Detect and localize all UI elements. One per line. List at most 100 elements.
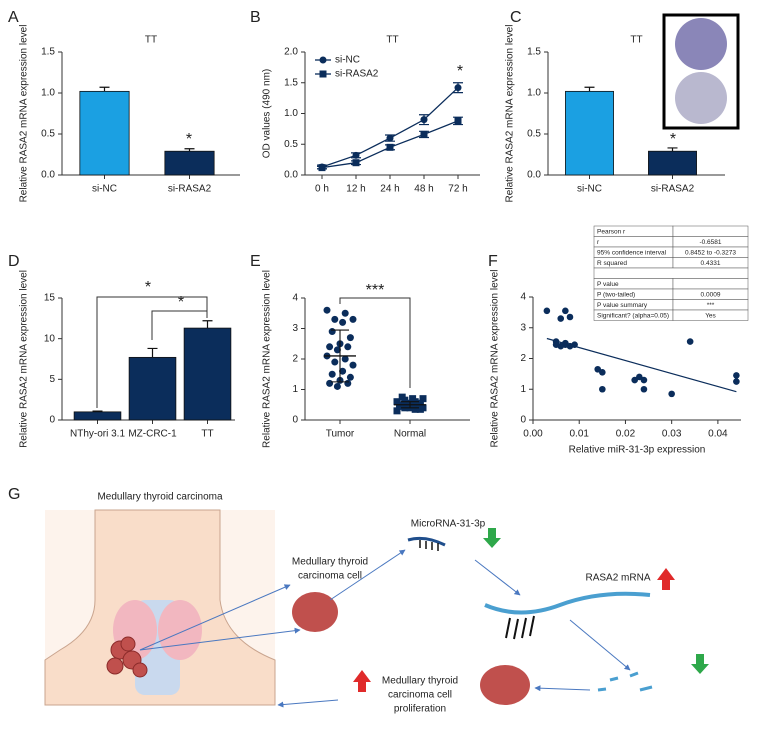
inset-photo [662, 13, 740, 130]
point [323, 306, 331, 314]
y-tick-label: 1.0 [527, 88, 541, 99]
point [398, 393, 406, 401]
table-text: Significant? (alpha=0.05) [597, 312, 669, 319]
y-tick-label: 0.0 [527, 170, 541, 181]
point [344, 343, 352, 351]
point [341, 355, 349, 363]
legend-marker [319, 70, 327, 78]
panel-label: D [8, 253, 20, 270]
tumor [106, 636, 148, 678]
y-tick-label: 1 [292, 384, 298, 395]
bound-mirna [505, 615, 535, 640]
point [352, 151, 360, 159]
annotation: * [670, 131, 676, 148]
table-cell [593, 236, 674, 248]
point [640, 376, 648, 384]
bar [565, 90, 614, 176]
panel-label: C [510, 9, 522, 26]
x-tick-label: si-RASA2 [651, 184, 695, 195]
point [396, 402, 404, 410]
point [341, 309, 349, 317]
table-text: P (two-tailed) [597, 291, 635, 298]
bar [648, 150, 697, 176]
error-bar [99, 86, 110, 92]
y-tick-label: 0.5 [41, 129, 55, 140]
thyroid-right [158, 600, 202, 660]
y-tick-label: 0 [49, 415, 55, 426]
y-tick-label: 1.5 [41, 47, 55, 58]
chart-title: TT [145, 35, 157, 46]
x-tick-label: si-NC [92, 184, 117, 195]
x-axis-label: Relative miR-31-3p expression [569, 445, 706, 456]
x-tick-label: 0.02 [616, 429, 636, 440]
y-tick-label: 3 [292, 323, 298, 334]
y-axis-label: OD values (490 nm) [262, 69, 273, 158]
cell-label: Medullary thyroid [292, 557, 368, 568]
mirna [407, 536, 446, 547]
point [333, 382, 341, 390]
y-tick-label: 1.0 [284, 108, 298, 119]
point [557, 315, 565, 322]
table-text: Yes [705, 312, 716, 319]
table-text: 0.8452 to -0.3273 [685, 249, 736, 256]
x-tick-label: 24 h [380, 184, 399, 195]
y-tick-label: 4 [520, 292, 526, 303]
point [339, 318, 347, 326]
point [416, 405, 424, 413]
error-bar [667, 147, 678, 152]
mrna-label: RASA2 mRNA [585, 573, 650, 584]
point [733, 372, 740, 379]
bar [164, 150, 215, 176]
x-tick-label: 12 h [346, 184, 365, 195]
point [386, 134, 394, 142]
annotation: * [186, 131, 192, 148]
table-text: R squared [597, 260, 627, 267]
cell [480, 665, 530, 705]
y-tick-label: 10 [44, 333, 56, 344]
point [331, 315, 339, 323]
point [733, 378, 740, 385]
mirna-bases [419, 540, 439, 551]
y-tick-label: 0 [520, 415, 526, 426]
x-tick-label: 0.01 [569, 429, 589, 440]
point [352, 159, 360, 167]
point [326, 343, 334, 351]
up-arrow [657, 568, 675, 590]
bar [183, 327, 232, 421]
line [321, 87, 459, 168]
x-tick-label: si-RASA2 [168, 184, 212, 195]
panel-label: G [8, 486, 20, 503]
fit-line [546, 337, 737, 393]
y-tick-label: 0.0 [284, 170, 298, 181]
sd-bar [401, 401, 419, 409]
y-tick-label: 4 [292, 293, 298, 304]
chart-title: TT [386, 35, 398, 46]
x-tick-label: 48 h [414, 184, 433, 195]
table-cell [672, 225, 749, 237]
panel-label: A [8, 9, 19, 26]
y-axis-label: Relative RASA2 mRNA expression level [490, 270, 501, 448]
mrna-fragments [597, 671, 653, 692]
point [454, 84, 462, 92]
point [668, 390, 675, 398]
annotation: * [178, 294, 184, 311]
point [393, 398, 401, 406]
legend-label: si-RASA2 [335, 69, 379, 80]
point [420, 116, 428, 124]
down-arrow [483, 528, 501, 548]
point [318, 164, 326, 172]
cell-label: carcinoma cell [298, 571, 362, 582]
table-cell [672, 278, 749, 290]
chart-title: TT [630, 35, 642, 46]
point [420, 130, 428, 138]
cell [292, 592, 338, 632]
y-tick-label: 0.5 [527, 129, 541, 140]
point [328, 328, 336, 336]
panel-label: F [488, 253, 498, 270]
x-tick-label: 0 h [315, 184, 329, 195]
annotation: * [145, 279, 151, 296]
point [543, 307, 551, 315]
x-tick-label: si-NC [577, 184, 602, 195]
proliferation-label: carcinoma cell [388, 690, 452, 701]
